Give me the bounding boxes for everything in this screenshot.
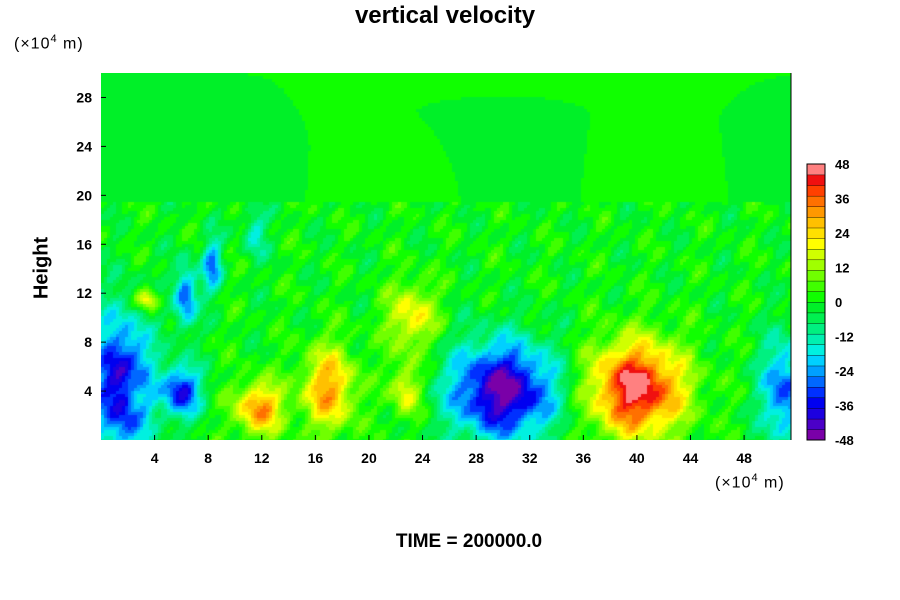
- colorbar-tick-label: -12: [835, 330, 854, 345]
- x-tick-label: 8: [204, 450, 212, 466]
- y-axis-label: Height: [30, 236, 53, 300]
- colorbar-segment: [806, 344, 826, 356]
- colorbar-segment: [806, 280, 826, 292]
- chart-title: vertical velocity: [354, 2, 536, 29]
- colorbar-segment: [806, 163, 826, 176]
- y-tick-label: 4: [84, 383, 92, 399]
- x-tick-label: 24: [415, 450, 431, 466]
- heatmap-plot: [101, 73, 791, 440]
- colorbar-segment: [806, 354, 826, 367]
- colorbar-segment: [806, 323, 826, 335]
- colorbar-tick-label: -48: [835, 433, 854, 448]
- y-tick-label: 8: [84, 334, 92, 350]
- colorbar-segment: [806, 418, 826, 430]
- colorbar-tick-label: 24: [835, 226, 850, 241]
- x-tick-label: 28: [468, 450, 484, 466]
- y-tick-label: 16: [76, 236, 92, 252]
- x-tick-label: 20: [361, 450, 377, 466]
- colorbar-tick-label: -36: [835, 399, 854, 414]
- time-label: TIME = 200000.0: [395, 531, 543, 552]
- y-tick-label: 12: [76, 285, 92, 301]
- x-tick-label: 4: [151, 450, 159, 466]
- colorbar-segment: [806, 248, 826, 261]
- colorbar-segment: [806, 312, 826, 324]
- colorbar-segment: [806, 185, 826, 197]
- colorbar-segment: [806, 259, 826, 271]
- y-tick-label: 20: [76, 187, 92, 203]
- x-tick-label: 12: [254, 450, 270, 466]
- colorbar-segment: [806, 301, 826, 314]
- x-unit-prefix: (×10: [715, 474, 752, 492]
- colorbar-segment: [806, 206, 826, 218]
- y-unit-exponent: 4: [50, 33, 58, 45]
- x-tick-label: 40: [629, 450, 645, 466]
- colorbar-segment: [806, 407, 826, 420]
- colorbar-segment: [806, 376, 826, 388]
- y-tick-label: 28: [76, 89, 92, 105]
- x-unit-label: (×104 m): [715, 472, 785, 492]
- colorbar-segment: [806, 386, 826, 399]
- colorbar-segment: [806, 227, 826, 239]
- colorbar-tick-label: 0: [835, 295, 842, 310]
- colorbar-segment: [806, 269, 826, 282]
- x-tick-label: 44: [683, 450, 699, 466]
- x-tick-label: 32: [522, 450, 538, 466]
- x-tick-label: 16: [308, 450, 324, 466]
- y-unit-prefix: (×10: [14, 35, 51, 53]
- colorbar-segment: [806, 291, 826, 303]
- colorbar-segment: [806, 195, 826, 207]
- colorbar-frame: [806, 163, 826, 441]
- colorbar-segment: [806, 397, 826, 409]
- colorbar-segment: [806, 238, 826, 250]
- y-tick-label: 24: [76, 138, 92, 154]
- y-unit-suffix: m): [57, 35, 84, 53]
- colorbar-segment: [806, 333, 826, 345]
- colorbar-segment: [806, 429, 826, 441]
- x-unit-suffix: m): [758, 474, 785, 492]
- x-unit-exponent: 4: [751, 472, 759, 484]
- colorbar-tick-label: 48: [835, 157, 849, 172]
- colorbar-segment: [806, 216, 826, 229]
- colorbar-tick-label: 36: [835, 192, 849, 207]
- colorbar-tick-label: 12: [835, 261, 849, 276]
- x-tick-label: 48: [736, 450, 752, 466]
- colorbar-tick-label: -24: [835, 364, 855, 379]
- colorbar-segment: [806, 365, 826, 377]
- x-tick-label: 36: [576, 450, 592, 466]
- y-unit-label: (×104 m): [14, 33, 84, 53]
- colorbar-segment: [806, 174, 826, 186]
